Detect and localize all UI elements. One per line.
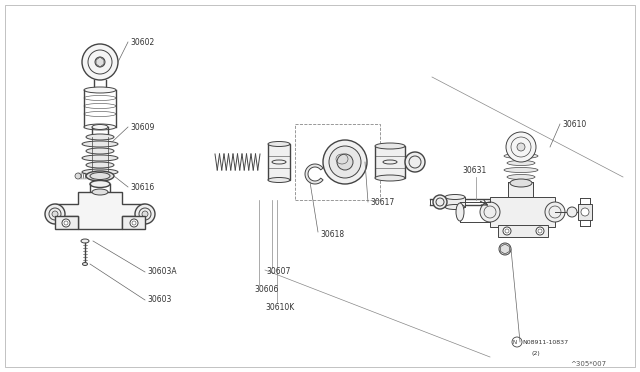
Circle shape [405, 152, 425, 172]
Polygon shape [305, 164, 323, 184]
Ellipse shape [92, 125, 108, 129]
Text: 30606: 30606 [254, 285, 278, 294]
Circle shape [581, 208, 589, 216]
Text: (2): (2) [532, 352, 541, 356]
Text: ^305*007: ^305*007 [570, 361, 606, 367]
Bar [375, 146, 405, 178]
Bar [578, 204, 592, 220]
Text: 30603: 30603 [147, 295, 172, 305]
Circle shape [135, 204, 155, 224]
Ellipse shape [86, 171, 114, 181]
Ellipse shape [86, 148, 114, 154]
Text: 30609: 30609 [130, 122, 154, 131]
Polygon shape [55, 216, 78, 229]
Polygon shape [500, 244, 509, 254]
Circle shape [75, 173, 81, 179]
Bar [498, 225, 548, 237]
Ellipse shape [82, 169, 118, 175]
Ellipse shape [504, 154, 538, 158]
Ellipse shape [83, 263, 88, 266]
Bar [268, 144, 290, 180]
Circle shape [142, 211, 148, 217]
Ellipse shape [504, 167, 538, 173]
Text: 30617: 30617 [370, 198, 394, 206]
Polygon shape [96, 57, 104, 67]
Ellipse shape [90, 192, 110, 199]
Circle shape [95, 57, 105, 67]
Polygon shape [55, 192, 145, 229]
Ellipse shape [92, 135, 108, 140]
Ellipse shape [90, 180, 110, 187]
Circle shape [480, 202, 500, 222]
Text: N08911-10837: N08911-10837 [522, 340, 568, 344]
Circle shape [517, 143, 525, 151]
Circle shape [323, 140, 367, 184]
Circle shape [433, 195, 447, 209]
Ellipse shape [375, 143, 405, 149]
Ellipse shape [375, 175, 405, 181]
Ellipse shape [92, 189, 108, 195]
Bar [445, 197, 465, 207]
Ellipse shape [507, 174, 535, 180]
Circle shape [506, 132, 536, 162]
Ellipse shape [510, 179, 532, 187]
Text: 30602: 30602 [130, 38, 154, 46]
Circle shape [329, 146, 361, 178]
Ellipse shape [507, 160, 535, 166]
Text: N: N [513, 340, 517, 344]
Circle shape [82, 44, 118, 80]
Text: 30616: 30616 [130, 183, 154, 192]
Ellipse shape [82, 141, 118, 147]
Circle shape [337, 154, 353, 170]
Text: 30610: 30610 [562, 119, 586, 128]
Ellipse shape [456, 203, 464, 221]
Text: 30631: 30631 [462, 166, 486, 174]
Bar [510, 192, 528, 212]
Circle shape [536, 227, 544, 235]
Bar [490, 197, 555, 227]
Circle shape [545, 202, 565, 222]
Text: 30603A: 30603A [147, 267, 177, 276]
Circle shape [62, 219, 70, 227]
Circle shape [499, 243, 511, 255]
Ellipse shape [81, 239, 89, 243]
Polygon shape [122, 216, 145, 229]
Ellipse shape [445, 195, 465, 199]
Ellipse shape [84, 87, 116, 93]
Ellipse shape [82, 155, 118, 161]
Circle shape [45, 204, 65, 224]
Circle shape [567, 207, 577, 217]
Circle shape [52, 211, 58, 217]
Circle shape [130, 219, 138, 227]
Circle shape [515, 198, 523, 206]
Text: 30618: 30618 [320, 230, 344, 238]
Ellipse shape [445, 205, 465, 209]
Circle shape [503, 227, 511, 235]
Ellipse shape [268, 141, 290, 147]
Bar [295, 124, 380, 200]
Ellipse shape [268, 177, 290, 183]
Text: 30607: 30607 [266, 267, 291, 276]
Bar [508, 182, 533, 197]
Ellipse shape [84, 124, 116, 130]
Ellipse shape [86, 134, 114, 140]
Ellipse shape [86, 162, 114, 168]
Text: 30610K: 30610K [265, 302, 294, 311]
